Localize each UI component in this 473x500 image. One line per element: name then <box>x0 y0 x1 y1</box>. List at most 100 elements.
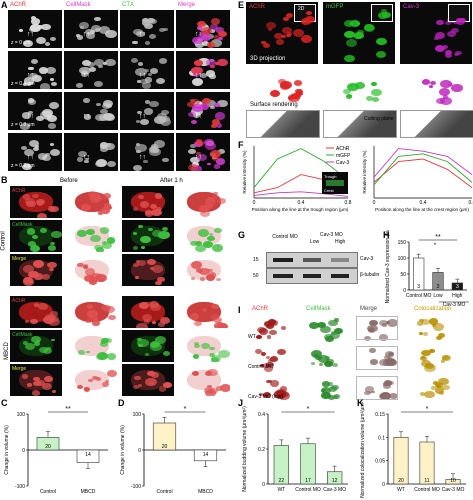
signal-blob <box>218 36 223 41</box>
signal-blob <box>431 386 436 390</box>
signal-blob <box>36 116 44 122</box>
signal-blob <box>327 395 335 401</box>
signal-blob <box>21 112 31 119</box>
micrograph-tile: ↑↑ <box>120 10 174 48</box>
y-tick-label: 0 <box>382 482 385 488</box>
g-col-low: Low <box>310 239 320 245</box>
signal-blob <box>147 72 153 77</box>
n-label: 20 <box>45 444 51 450</box>
signal-blob <box>76 83 84 89</box>
signal-blob <box>29 73 38 79</box>
g-col-high: High <box>335 239 346 245</box>
g-col-control: Control MO <box>272 234 298 240</box>
signal-blob <box>19 29 24 33</box>
row-label: Control MO <box>248 364 274 370</box>
signal-blob <box>140 246 145 250</box>
signal-blob <box>370 81 378 87</box>
category-label: Control <box>40 489 56 495</box>
signal-blob <box>38 303 48 310</box>
signal-blob <box>215 123 223 129</box>
y-tick-label: 0.15 <box>375 412 385 418</box>
signal-blob <box>163 381 172 388</box>
signal-blob <box>210 24 218 30</box>
signal-blob <box>363 336 372 342</box>
n-label: 14 <box>203 452 209 458</box>
signal-blob <box>192 77 204 86</box>
signal-blob <box>157 116 167 123</box>
signal-blob <box>266 361 274 368</box>
category-label: Low <box>433 293 443 299</box>
signal-blob <box>215 386 223 391</box>
inset-crest-label: Crest <box>324 188 334 193</box>
signal-blob <box>266 22 276 29</box>
signal-blob <box>371 390 376 394</box>
signal-blob <box>86 229 96 236</box>
signal-blob <box>137 62 144 67</box>
signal-blob <box>202 41 210 46</box>
signal-blob <box>440 97 452 106</box>
signal-blob <box>22 39 34 47</box>
signal-blob <box>100 108 108 114</box>
signal-blob <box>40 227 47 233</box>
signal-blob <box>434 32 445 40</box>
signal-blob <box>104 114 115 122</box>
signal-blob <box>139 201 149 208</box>
signal-blob <box>26 383 32 387</box>
y-axis-label: Normalized budding volume (µm³/µm²) <box>242 406 248 492</box>
signal-blob <box>344 20 354 28</box>
signal-blob <box>50 149 61 157</box>
signal-blob <box>280 34 286 39</box>
legend-label: mGFP <box>336 153 351 159</box>
column-label: Merge <box>360 306 378 312</box>
signal-blob <box>99 146 108 153</box>
signal-blob <box>51 389 57 394</box>
chart-c: 100 0 -100 20 Control 14 MBCD Change in volume … <box>4 406 108 495</box>
signal-blob <box>88 378 93 383</box>
signal-blob <box>134 276 139 279</box>
signal-blob <box>369 348 377 353</box>
signal-blob <box>445 52 453 58</box>
signal-blob <box>365 95 373 101</box>
signal-blob <box>192 370 200 376</box>
signal-blob <box>311 362 316 366</box>
signal-blob <box>193 105 198 109</box>
signal-blob <box>92 376 98 380</box>
signal-blob <box>212 316 223 324</box>
panel-b: AChR CellMask Merge AChR CellMask Merge <box>10 186 232 396</box>
signal-blob <box>292 28 305 37</box>
signal-blob <box>211 303 219 309</box>
signal-blob <box>140 235 151 243</box>
signal-blob <box>145 41 151 45</box>
projection-label: 3D projection <box>250 56 286 62</box>
signal-blob <box>21 374 28 379</box>
signal-blob <box>150 204 158 210</box>
surface-row <box>253 74 311 102</box>
signal-blob <box>266 356 271 360</box>
micrograph-tile <box>66 364 118 396</box>
arrow-glyph: ↑↑ <box>82 112 90 120</box>
render-tile <box>246 374 290 400</box>
signal-blob <box>33 302 40 307</box>
significance-mark: * <box>307 406 310 413</box>
signal-blob <box>195 41 205 48</box>
signal-blob <box>149 381 155 385</box>
signal-blob <box>47 123 57 130</box>
signal-blob <box>159 28 166 33</box>
signal-blob <box>30 24 41 32</box>
signal-blob <box>140 78 148 84</box>
label-before: Before <box>60 178 78 184</box>
signal-blob <box>387 319 399 327</box>
inset-box <box>294 4 316 25</box>
signal-blob <box>137 384 142 388</box>
signal-blob <box>24 343 36 351</box>
signal-blob <box>103 61 108 65</box>
micrograph-tile <box>66 220 118 252</box>
signal-blob <box>198 32 207 39</box>
signal-blob <box>89 29 96 34</box>
signal-blob <box>142 313 153 321</box>
signal-blob <box>282 27 292 34</box>
signal-blob <box>332 363 338 368</box>
signal-blob <box>79 22 89 29</box>
signal-blob <box>342 88 351 95</box>
